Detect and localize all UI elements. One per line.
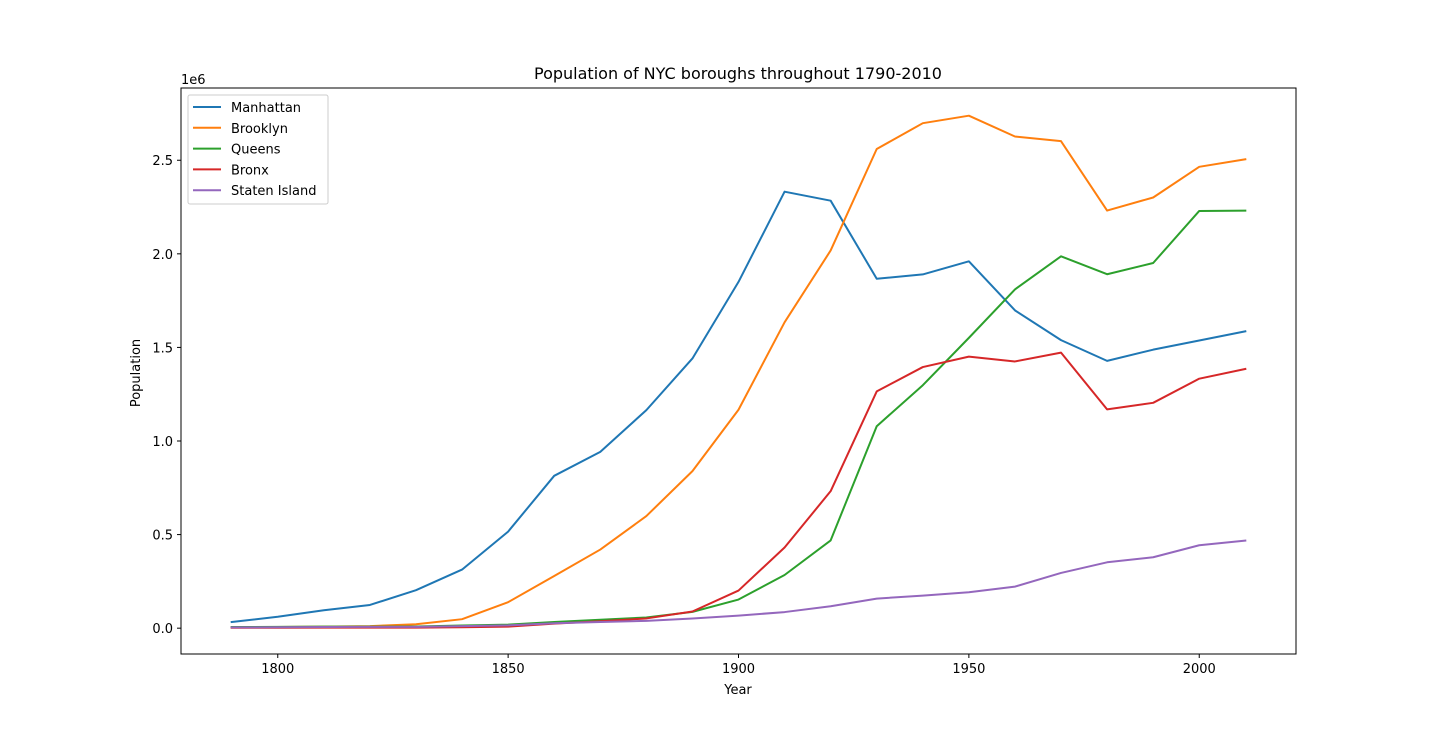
series-line-staten-island [230, 539, 1247, 629]
y-offset-text: 1e6 [181, 73, 206, 88]
x-tick-label: 1900 [722, 662, 755, 677]
y-tick-label: 2.5 [152, 154, 173, 169]
series-layer [230, 114, 1247, 629]
y-tick-label: 2.0 [152, 248, 173, 263]
legend-label-queens: Queens [231, 143, 281, 158]
x-axis-label: Year [723, 683, 752, 698]
legend-label-manhattan: Manhattan [231, 101, 301, 116]
x-tick-label: 1950 [952, 662, 985, 677]
x-tick-label: 1850 [492, 662, 525, 677]
y-tick-label: 0.5 [152, 529, 173, 544]
ticks-layer: 1800 1850 1900 1950 2000 0.0 0.5 1.0 1.5 2.0 2.5 [152, 154, 1215, 677]
y-tick-label: 1.0 [152, 435, 173, 450]
x-tick-label: 2000 [1183, 662, 1216, 677]
legend-label-brooklyn: Brooklyn [231, 122, 288, 137]
plot-frame [180, 87, 1297, 655]
series-line-bronx [230, 351, 1247, 629]
series-line-manhattan [230, 190, 1247, 624]
legend-label-staten-island: Staten Island [231, 184, 316, 199]
y-tick-label: 0.0 [152, 622, 173, 637]
y-axis-label: Population [129, 339, 144, 407]
x-tick-label: 1800 [261, 662, 294, 677]
y-tick-label: 1.5 [152, 341, 173, 356]
legend-box [187, 94, 329, 205]
series-line-brooklyn [230, 114, 1247, 629]
chart-title: Population of NYC boroughs throughout 17… [534, 64, 942, 83]
legend: Manhattan Brooklyn Queens Bronx Staten Islan… [187, 94, 329, 205]
legend-label-bronx: Bronx [231, 163, 269, 178]
